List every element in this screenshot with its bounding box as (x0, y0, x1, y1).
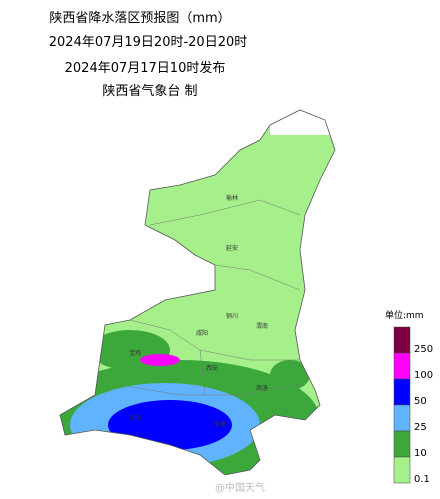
city-label: 咸阳 (196, 329, 208, 337)
legend-swatch (393, 326, 411, 354)
legend-swatch (393, 378, 411, 406)
city-label: 延安 (226, 244, 238, 252)
issue-time: 2024年07月17日10时发布 (65, 60, 226, 76)
legend-label: 10 (414, 448, 427, 459)
city-label: 安康 (214, 420, 226, 428)
legend: 250 100 50 25 10 0.1 (393, 326, 433, 485)
legend-swatch (393, 430, 411, 458)
city-label: 汉中 (129, 414, 141, 422)
watermark: @中国天气 (215, 481, 265, 494)
legend-swatch (393, 404, 411, 432)
forecast-period: 2024年07月19日20时-20日20时 (49, 35, 248, 50)
issuer: 陕西省气象台 制 (102, 83, 197, 99)
map-title: 陕西省降水落区预报图（mm） (49, 11, 230, 26)
legend-label: 100 (414, 370, 433, 381)
legend-swatch (393, 456, 411, 484)
legend-unit: 单位:mm (385, 309, 424, 321)
legend-label: 0.1 (414, 474, 430, 485)
city-label: 铜川 (226, 312, 238, 320)
legend-label: 25 (414, 422, 427, 433)
city-label: 西安 (206, 364, 218, 372)
legend-label: 50 (414, 396, 427, 407)
city-label: 榆林 (226, 194, 238, 202)
city-label: 宝鸡 (129, 349, 141, 357)
legend-label: 250 (414, 344, 433, 355)
city-label: 渭南 (256, 322, 268, 330)
legend-swatch (393, 352, 411, 380)
city-label: 商洛 (256, 384, 268, 392)
